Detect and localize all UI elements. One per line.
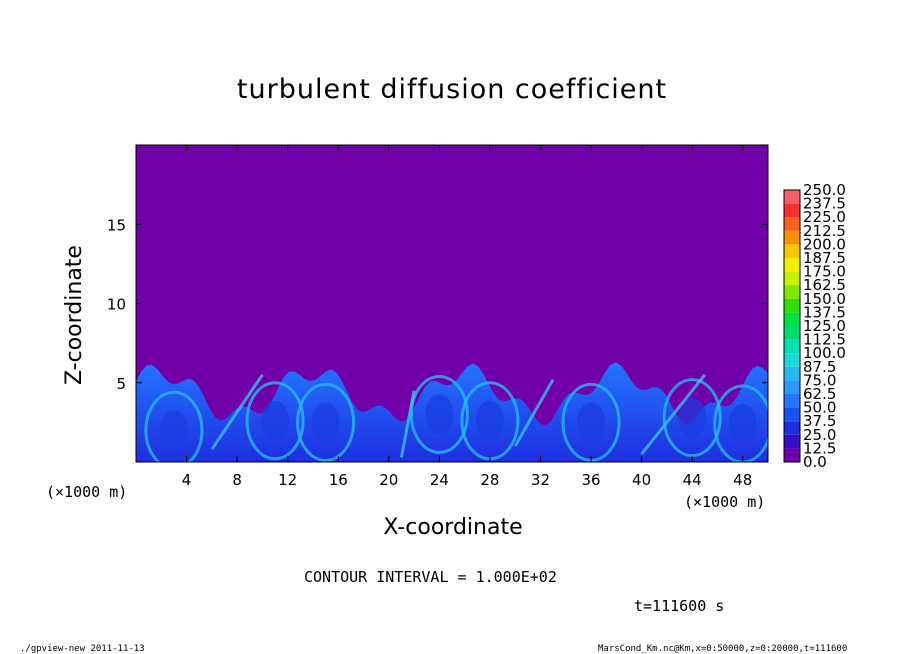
colorbar-swatch-9 <box>784 326 800 340</box>
colorbar-swatch-19 <box>784 190 800 204</box>
chart-title: turbulent diffusion coefficient <box>236 74 668 105</box>
streak-3 <box>513 378 555 447</box>
colorbar-frame <box>783 189 801 463</box>
x-tick-label-5: 24 <box>430 471 449 489</box>
colorbar-label-20: 250.0 <box>803 181 846 199</box>
colorbar-label-4: 50.0 <box>803 399 836 417</box>
x-tick-label-6: 28 <box>480 471 499 489</box>
x-tick-label-11: 48 <box>733 471 752 489</box>
colorbar-label-12: 150.0 <box>803 290 846 308</box>
colorbar-swatch-7 <box>784 353 800 367</box>
colorbar-label-0: 0.0 <box>803 453 827 471</box>
heatmap-field <box>136 145 768 462</box>
colorbar-label-19: 237.5 <box>803 195 846 213</box>
colorbar-swatch-1 <box>784 434 800 449</box>
colorbar-label-13: 162.5 <box>803 276 846 294</box>
swirl-core-5 <box>577 402 606 443</box>
y-axis-label: Z-coordinate <box>62 245 87 385</box>
colorbar-swatch-13 <box>784 271 800 286</box>
colorbar-swatch-10 <box>784 312 800 326</box>
colorbar-label-10: 125.0 <box>803 317 846 335</box>
colorbar-label-18: 225.0 <box>803 208 846 226</box>
swirl-core-1 <box>261 400 290 441</box>
footer-left: ./gpview-new 2011-11-13 <box>20 644 145 654</box>
swirl-core-2 <box>311 402 340 443</box>
contour-interval-label: CONTOUR INTERVAL = 1.000E+02 <box>304 568 557 586</box>
colorbar-swatch-4 <box>784 394 800 408</box>
streak-1 <box>399 390 416 458</box>
time-label: t=111600 s <box>634 597 725 615</box>
streak-2 <box>640 373 706 456</box>
colorbar-swatch-3 <box>784 407 800 422</box>
colorbar-label-3: 37.5 <box>803 412 836 430</box>
x-tick-label-4: 20 <box>379 471 398 489</box>
colorbar-swatch-2 <box>784 421 800 435</box>
swirl-core-4 <box>475 400 504 441</box>
y-unit-label: (×1000 m) <box>684 493 766 511</box>
colorbar-swatch-5 <box>784 380 800 394</box>
swirl-core-7 <box>728 403 757 444</box>
swirl-2 <box>296 382 356 462</box>
colorbar: 0.012.525.037.550.062.575.087.5100.0112.… <box>783 181 846 471</box>
y-ticks: 5 10 15 <box>107 216 768 393</box>
swirl-core-6 <box>678 397 707 438</box>
y-tick-label-1: 10 <box>107 296 126 314</box>
colorbar-label-2: 25.0 <box>803 426 836 444</box>
colorbar-label-15: 187.5 <box>803 249 846 267</box>
colorbar-label-11: 137.5 <box>803 303 846 321</box>
colorbar-label-5: 62.5 <box>803 385 836 403</box>
colorbar-swatch-14 <box>784 258 800 272</box>
x-tick-label-1: 8 <box>232 471 242 489</box>
colorbar-swatch-15 <box>784 244 800 258</box>
colorbar-label-7: 87.5 <box>803 358 836 376</box>
x-tick-label-10: 44 <box>683 471 702 489</box>
colorbar-swatch-0 <box>784 448 800 462</box>
swirl-core-3 <box>425 394 454 435</box>
colorbar-swatch-8 <box>784 339 800 354</box>
colorbar-swatch-6 <box>784 366 800 381</box>
x-tick-label-7: 32 <box>531 471 550 489</box>
x-tick-label-3: 16 <box>329 471 348 489</box>
streak-0 <box>210 373 264 451</box>
swirl-core-0 <box>159 410 188 451</box>
x-ticks: 4 8 12 16 20 24 28 32 36 40 44 48 <box>182 145 752 489</box>
swirl-6 <box>662 378 722 458</box>
x-tick-label-9: 40 <box>632 471 651 489</box>
swirl-3 <box>409 374 469 454</box>
colorbar-label-16: 200.0 <box>803 235 846 253</box>
colorbar-label-6: 75.0 <box>803 371 836 389</box>
x-tick-label-8: 36 <box>581 471 600 489</box>
swirl-0 <box>144 390 204 462</box>
footer-right: MarsCond_Km.nc@Km,x=0:50000,z=0:20000,t=… <box>598 644 848 654</box>
x-axis-label: X-coordinate <box>383 515 523 540</box>
colorbar-label-1: 12.5 <box>803 439 836 457</box>
x-tick-label-0: 4 <box>182 471 192 489</box>
colorbar-swatch-18 <box>784 203 800 218</box>
colorbar-label-9: 112.5 <box>803 331 846 349</box>
y-tick-label-0: 5 <box>116 375 126 393</box>
swirl-1 <box>245 381 305 461</box>
colorbar-label-8: 100.0 <box>803 344 846 362</box>
colorbar-label-17: 212.5 <box>803 222 846 240</box>
y-tick-label-2: 15 <box>107 216 126 234</box>
x-tick-label-2: 12 <box>278 471 297 489</box>
colorbar-swatch-12 <box>784 285 800 299</box>
colorbar-swatch-17 <box>784 217 800 231</box>
colorbar-swatch-11 <box>784 298 800 313</box>
colorbar-label-14: 175.0 <box>803 263 846 281</box>
colorbar-swatch-16 <box>784 230 800 245</box>
x-unit-label: (×1000 m) <box>46 483 128 501</box>
